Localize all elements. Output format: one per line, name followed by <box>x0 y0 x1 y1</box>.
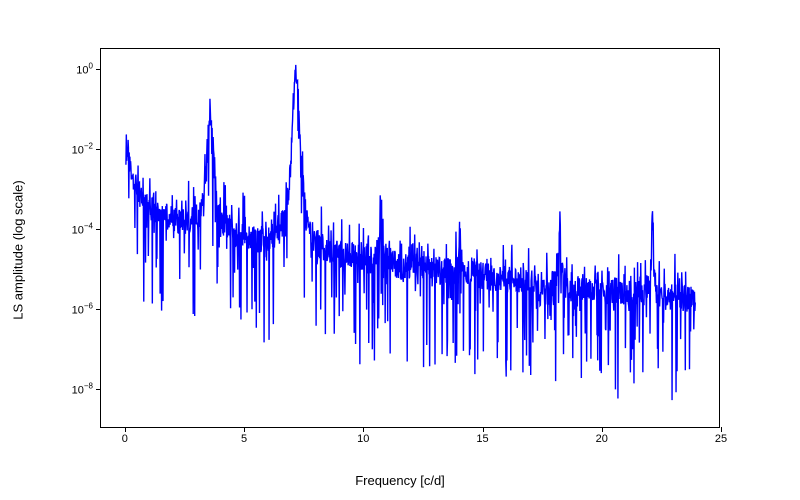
x-tick-label: 10 <box>357 433 369 445</box>
x-tick-mark <box>244 427 245 432</box>
y-tick-mark <box>96 309 101 310</box>
periodogram-line <box>101 49 719 427</box>
y-tick-label: 10−2 <box>72 142 93 157</box>
x-tick-mark <box>483 427 484 432</box>
plot-area: 051015202510−810−610−410−2100 <box>100 48 720 428</box>
chart-container: 051015202510−810−610−410−2100 <box>100 48 720 428</box>
x-tick-label: 15 <box>476 433 488 445</box>
y-tick-label: 10−8 <box>72 382 93 397</box>
y-axis-label: LS amplitude (log scale) <box>11 180 26 319</box>
y-tick-label: 100 <box>76 62 93 77</box>
x-tick-label: 20 <box>596 433 608 445</box>
x-tick-mark <box>125 427 126 432</box>
x-tick-label: 5 <box>241 433 247 445</box>
y-tick-mark <box>96 149 101 150</box>
y-tick-label: 10−6 <box>72 302 93 317</box>
x-tick-label: 25 <box>715 433 727 445</box>
y-tick-mark <box>96 69 101 70</box>
x-axis-label: Frequency [c/d] <box>355 473 445 488</box>
x-tick-mark <box>602 427 603 432</box>
x-tick-mark <box>721 427 722 432</box>
y-tick-mark <box>96 389 101 390</box>
y-tick-label: 10−4 <box>72 222 93 237</box>
x-tick-mark <box>363 427 364 432</box>
y-tick-mark <box>96 229 101 230</box>
x-tick-label: 0 <box>122 433 128 445</box>
